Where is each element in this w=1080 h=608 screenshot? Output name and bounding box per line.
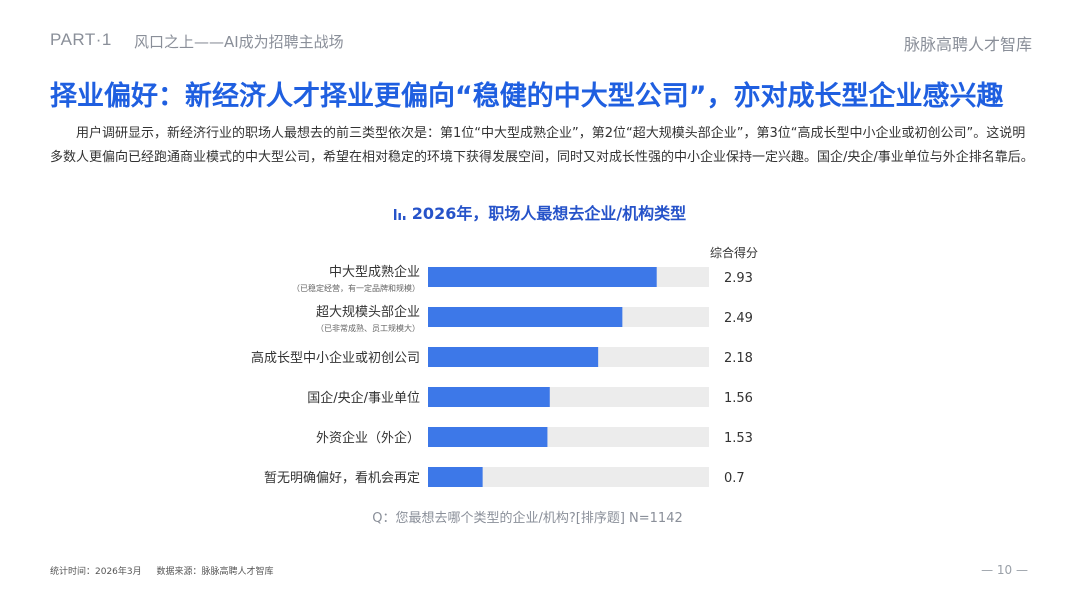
value-label: 2.18	[724, 351, 753, 366]
page-title: 择业偏好：新经济人才择业更偏向“稳健的中大型公司”，亦对成长型企业感兴趣	[50, 81, 1004, 112]
category-label: 暂无明确偏好，看机会再定	[264, 470, 420, 486]
category-label: 外资企业（外企）	[316, 430, 420, 446]
bar	[428, 427, 548, 447]
footer-info: 统计时间：2026年3月 数据来源：脉脉高聘人才智库	[50, 564, 286, 577]
value-label: 1.56	[724, 391, 753, 406]
value-label: 2.93	[724, 271, 753, 286]
chart-title: 2026年，职场人最想去企业/机构类型	[411, 204, 687, 223]
value-column-header: 综合得分	[710, 246, 759, 260]
data-source: 数据来源：脉脉高聘人才智库	[156, 567, 274, 577]
part-label: PART·1	[50, 30, 112, 49]
bar	[428, 387, 550, 407]
category-label: 超大规模头部企业	[316, 304, 420, 320]
bar-chart-icon	[393, 205, 406, 224]
bar	[428, 307, 623, 327]
brand-name: 脉脉高聘人才智库	[903, 35, 1032, 54]
chart-title-row: 2026年，职场人最想去企业/机构类型	[0, 200, 1080, 224]
section-title: 风口之上——AI成为招聘主战场	[134, 33, 344, 51]
bar	[428, 347, 599, 367]
category-note: （已稳定经营，有一定品牌和规模）	[292, 283, 420, 293]
value-label: 0.7	[724, 471, 745, 486]
bar	[428, 267, 657, 287]
value-label: 2.49	[724, 311, 753, 326]
bar-track	[428, 467, 709, 487]
intro-paragraph: 用户调研显示，新经济行业的职场人最想去的前三类型依次是：第1位“中大型成熟企业”…	[50, 126, 1034, 165]
category-note: （已非常成熟、员工规模大）	[316, 323, 420, 333]
category-label: 国企/央企/事业单位	[307, 390, 420, 406]
stat-time: 统计时间：2026年3月	[50, 567, 142, 577]
category-label: 高成长型中小企业或初创公司	[251, 350, 420, 366]
survey-question: Q：您最想去哪个类型的企业/机构?[排序题] N=1142	[372, 511, 683, 526]
value-label: 1.53	[724, 431, 753, 446]
category-label: 中大型成熟企业	[329, 264, 420, 280]
page-number: — 10 —	[981, 563, 1028, 577]
bar	[428, 467, 483, 487]
